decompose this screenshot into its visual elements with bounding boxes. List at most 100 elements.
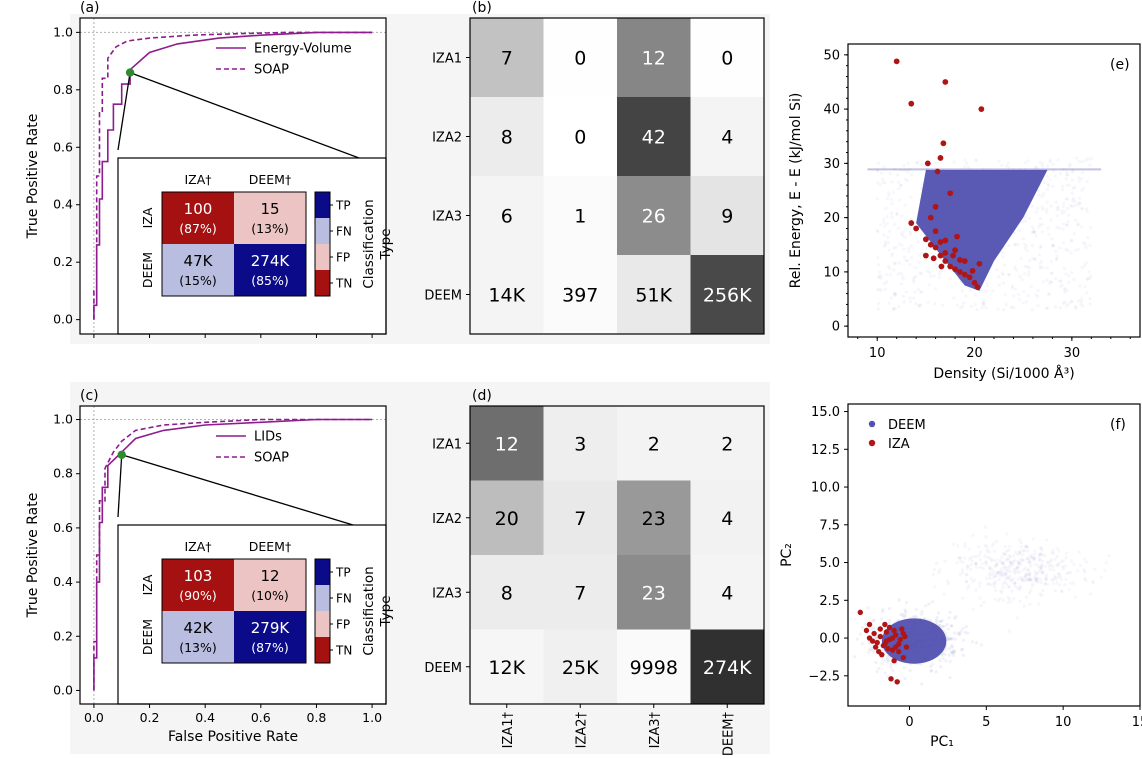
deem-point xyxy=(1026,159,1031,163)
deem-point xyxy=(961,647,965,652)
heatmap-cell xyxy=(690,555,764,630)
deem-point xyxy=(929,669,933,673)
colorbar-swatch xyxy=(315,218,330,244)
deem-point xyxy=(949,637,953,641)
deem-point xyxy=(1038,216,1042,221)
heatmap-value: 256K xyxy=(703,285,752,307)
deem-point xyxy=(1007,244,1011,248)
deem-point xyxy=(956,631,960,635)
y-tick-label: 0.0 xyxy=(53,682,73,697)
heatmap-value: 274K xyxy=(703,657,752,679)
deem-point xyxy=(1045,182,1050,186)
deem-point xyxy=(1036,294,1040,299)
heatmap-cell xyxy=(470,480,544,555)
deem-point xyxy=(1001,582,1005,586)
deem-point xyxy=(1016,564,1020,568)
deem-point xyxy=(1049,218,1053,222)
deem-point xyxy=(920,183,924,187)
colorbar-title: Type xyxy=(378,595,394,627)
deem-point xyxy=(969,562,973,567)
deem-point xyxy=(1064,177,1068,181)
inset-cell xyxy=(234,611,306,663)
deem-point xyxy=(1048,567,1052,572)
deem-point xyxy=(946,581,951,586)
iza-point xyxy=(957,257,963,263)
deem-point xyxy=(1003,580,1007,584)
deem-point xyxy=(877,666,881,671)
deem-point xyxy=(1018,599,1022,603)
heatmap-cell xyxy=(543,97,617,176)
heatmap-row-label: IZA2 xyxy=(432,131,462,146)
colorbar-label: FP xyxy=(336,251,350,265)
deem-point xyxy=(1057,549,1061,553)
heatmap-cell xyxy=(617,176,691,255)
deem-point xyxy=(1017,298,1022,302)
deem-point xyxy=(875,181,880,185)
iza-point xyxy=(894,679,900,685)
deem-point xyxy=(892,246,896,250)
deem-point xyxy=(1077,160,1081,164)
deem-point xyxy=(1079,206,1083,211)
x-tick-label: 0 xyxy=(905,715,913,730)
deem-point xyxy=(978,565,983,569)
deem-point xyxy=(918,253,922,257)
heatmap-cell xyxy=(690,255,764,334)
deem-point xyxy=(960,289,965,293)
deem-point xyxy=(1009,600,1013,604)
heatmap-value: 6 xyxy=(501,206,513,228)
deem-point xyxy=(1018,552,1022,556)
deem-point xyxy=(1045,210,1049,214)
deem-point xyxy=(887,619,891,623)
deem-point xyxy=(1040,205,1044,209)
deem-point xyxy=(1038,546,1042,550)
deem-point xyxy=(882,165,886,169)
deem-point xyxy=(938,623,942,628)
heatmap-cell xyxy=(470,18,544,97)
deem-point xyxy=(1062,288,1067,292)
heatmap-value: 9 xyxy=(721,206,733,228)
iza-point xyxy=(896,648,902,655)
deem-point xyxy=(1061,227,1065,231)
deem-point xyxy=(1028,561,1032,566)
deem-point xyxy=(931,573,935,577)
iza-point xyxy=(932,203,939,210)
deem-point xyxy=(999,571,1003,575)
iza-point xyxy=(932,244,939,251)
heatmap-value: 26 xyxy=(642,206,666,228)
deem-point xyxy=(1070,191,1074,195)
iza-point xyxy=(882,621,888,628)
deem-point xyxy=(1012,231,1017,235)
deem-point xyxy=(1029,578,1034,582)
deem-point xyxy=(964,624,968,629)
deem-point xyxy=(1066,248,1070,253)
deem-point xyxy=(907,249,911,253)
iza-point xyxy=(947,190,954,197)
deem-point xyxy=(991,575,995,579)
heatmap-frame xyxy=(469,17,765,335)
deem-point xyxy=(1024,577,1029,581)
deem-point xyxy=(1067,280,1071,284)
deem-point xyxy=(1069,251,1073,255)
deem-point xyxy=(909,196,913,200)
deem-point xyxy=(1045,278,1049,282)
deem-point xyxy=(983,525,988,529)
deem-point xyxy=(903,608,907,612)
colorbar-frame xyxy=(314,191,331,297)
deem-point xyxy=(1012,567,1016,572)
deem-point xyxy=(984,563,988,567)
deem-point xyxy=(904,177,908,181)
deem-point xyxy=(1005,575,1009,579)
deem-point xyxy=(1001,571,1005,575)
deem-point xyxy=(1022,548,1027,553)
deem-point xyxy=(1036,207,1040,211)
deem-point xyxy=(938,619,942,624)
deem-point xyxy=(941,618,945,623)
y-tick-label: 1.0 xyxy=(53,412,73,427)
deem-point xyxy=(1078,284,1082,288)
deem-point xyxy=(1018,570,1022,574)
deem-point xyxy=(1039,552,1043,556)
deem-point xyxy=(1050,271,1054,275)
heatmap-cell xyxy=(470,406,544,481)
deem-point xyxy=(962,301,966,305)
deem-point xyxy=(1013,581,1017,585)
